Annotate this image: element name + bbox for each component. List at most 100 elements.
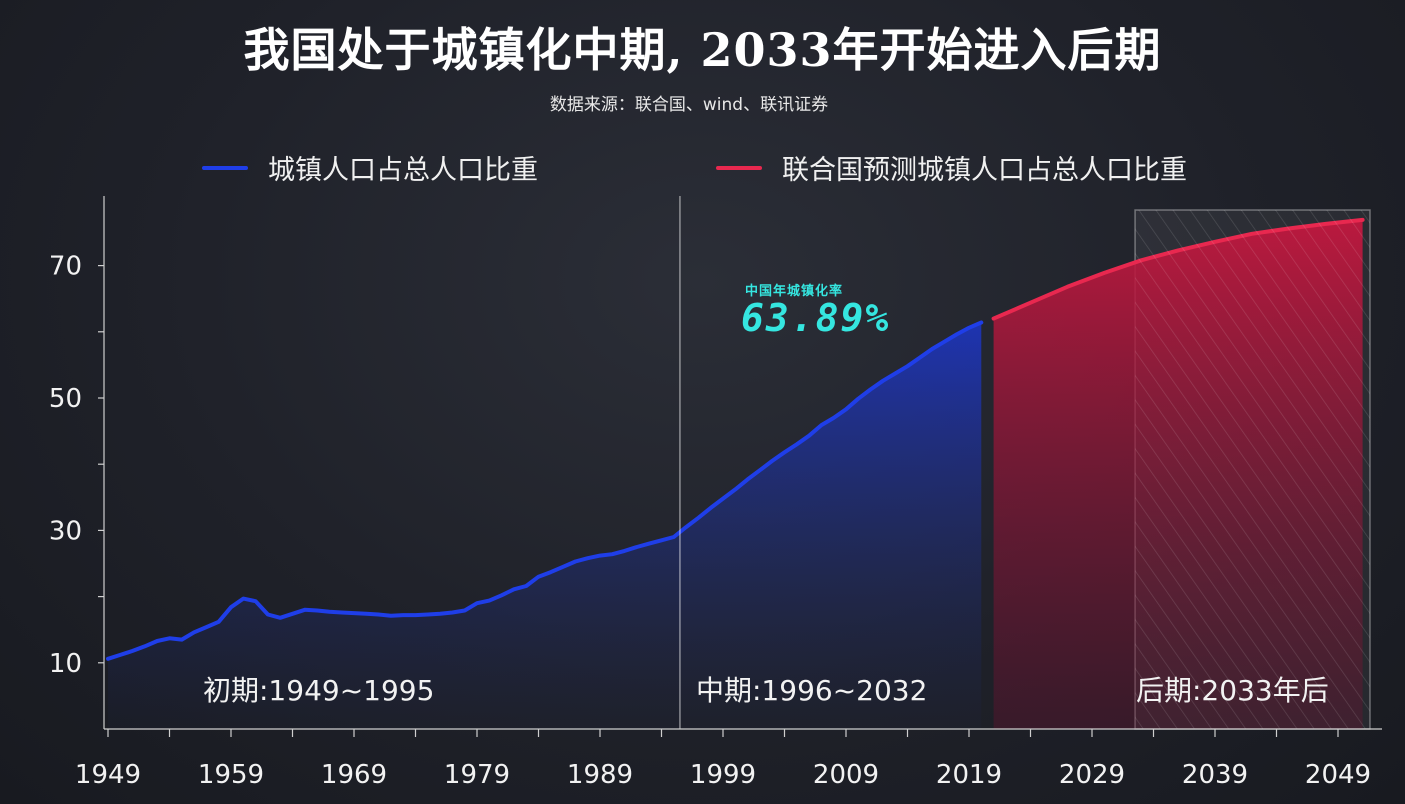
point-actual-1989 bbox=[598, 553, 602, 558]
point-actual-1985 bbox=[549, 570, 553, 574]
line-actual bbox=[106, 320, 984, 661]
point-actual-1981 bbox=[500, 593, 504, 597]
x-tick-label-1949: 1949 bbox=[75, 760, 141, 790]
point-actual-2008 bbox=[832, 416, 836, 420]
point-actual-1996 bbox=[684, 525, 688, 529]
point-actual-1968 bbox=[340, 610, 344, 615]
point-actual-2019 bbox=[967, 326, 971, 330]
point-forecast-2030 bbox=[1102, 271, 1106, 275]
x-tick-label-1979: 1979 bbox=[444, 760, 510, 790]
point-actual-1980 bbox=[487, 598, 491, 603]
point-forecast-2027 bbox=[1065, 285, 1069, 289]
point-actual-2010 bbox=[856, 397, 860, 401]
point-actual-1971 bbox=[377, 612, 381, 617]
point-actual-1974 bbox=[413, 613, 418, 617]
point-actual-1963 bbox=[278, 616, 282, 620]
point-actual-2016 bbox=[930, 347, 934, 351]
x-tick-label-2049: 2049 bbox=[1305, 760, 1371, 790]
legend-swatch-forecast bbox=[716, 165, 762, 170]
point-actual-2003 bbox=[770, 459, 774, 463]
point-actual-1982 bbox=[512, 587, 516, 591]
point-actual-1949 bbox=[106, 657, 110, 661]
legend-item-actual: 城镇人口占总人口比重 bbox=[202, 148, 538, 187]
point-actual-1973 bbox=[401, 613, 405, 617]
legend-label-forecast: 联合国预测城镇人口占总人口比重 bbox=[782, 155, 1187, 186]
point-actual-2015 bbox=[918, 356, 922, 360]
y-tick-label-30: 30 bbox=[49, 516, 82, 546]
point-actual-1976 bbox=[438, 612, 442, 616]
late-phase-hatch bbox=[1135, 210, 1370, 729]
point-actual-1957 bbox=[204, 625, 208, 629]
x-tick-label-1999: 1999 bbox=[690, 760, 756, 790]
point-actual-1952 bbox=[143, 644, 147, 648]
point-actual-1953 bbox=[155, 639, 159, 643]
legend-swatch-actual bbox=[202, 165, 248, 170]
point-actual-1978 bbox=[463, 608, 467, 613]
point-actual-2012 bbox=[881, 379, 885, 383]
point-actual-2006 bbox=[807, 434, 811, 438]
x-tick-label-2039: 2039 bbox=[1182, 760, 1248, 790]
point-actual-1997 bbox=[696, 516, 701, 520]
point-actual-1970 bbox=[364, 612, 368, 616]
point-actual-1994 bbox=[659, 538, 664, 542]
point-actual-1999 bbox=[721, 497, 725, 501]
point-actual-1955 bbox=[180, 638, 184, 642]
point-actual-1950 bbox=[118, 653, 122, 657]
page-title: 我国处于城镇化中期, 2033年开始进入后期 bbox=[243, 23, 1162, 77]
point-actual-1964 bbox=[290, 612, 295, 616]
point-actual-2013 bbox=[893, 371, 897, 376]
point-actual-1998 bbox=[709, 506, 713, 510]
x-tick-label-1969: 1969 bbox=[321, 760, 387, 790]
point-actual-1967 bbox=[327, 610, 331, 614]
phase-label-2: 中期:1996~2032 bbox=[696, 674, 927, 707]
point-actual-1959 bbox=[229, 605, 233, 609]
point-actual-1987 bbox=[573, 559, 578, 564]
point-actual-1969 bbox=[352, 611, 356, 615]
phase-label-3: 后期:2033年后 bbox=[1136, 674, 1329, 707]
point-actual-1954 bbox=[167, 636, 172, 640]
point-actual-2004 bbox=[782, 450, 787, 454]
point-actual-1951 bbox=[131, 649, 135, 653]
point-actual-1979 bbox=[475, 601, 479, 605]
point-actual-1984 bbox=[536, 575, 541, 579]
point-actual-2014 bbox=[905, 364, 910, 368]
point-actual-1995 bbox=[672, 535, 676, 539]
point-actual-1958 bbox=[217, 620, 221, 624]
point-actual-1991 bbox=[623, 549, 627, 553]
point-forecast-2021 bbox=[992, 316, 996, 321]
point-actual-2000 bbox=[733, 487, 737, 491]
point-actual-2018 bbox=[955, 332, 959, 337]
point-actual-1956 bbox=[192, 630, 196, 634]
point-actual-2020 bbox=[979, 320, 983, 325]
y-tick-label-70: 70 bbox=[49, 252, 82, 282]
point-actual-1993 bbox=[647, 542, 651, 546]
point-actual-2017 bbox=[942, 340, 947, 344]
point-actual-1966 bbox=[315, 608, 319, 613]
point-actual-1972 bbox=[389, 614, 393, 618]
point-actual-1965 bbox=[303, 608, 307, 612]
point-actual-1986 bbox=[561, 565, 565, 569]
x-tick-label-1989: 1989 bbox=[567, 760, 633, 790]
point-actual-2009 bbox=[844, 407, 848, 411]
point-actual-2007 bbox=[819, 423, 824, 427]
x-tick-label-2009: 2009 bbox=[813, 760, 879, 790]
area-actual bbox=[108, 322, 982, 729]
point-actual-2005 bbox=[795, 442, 799, 446]
point-actual-2002 bbox=[758, 468, 762, 472]
y-tick-label-50: 50 bbox=[49, 384, 82, 414]
point-actual-1960 bbox=[241, 596, 245, 601]
legend-item-forecast: 联合国预测城镇人口占总人口比重 bbox=[716, 148, 1187, 187]
point-actual-1962 bbox=[266, 612, 270, 617]
point-actual-2011 bbox=[869, 387, 873, 391]
point-forecast-2024 bbox=[1028, 301, 1033, 305]
point-actual-1961 bbox=[254, 599, 258, 603]
data-source-note: 数据来源：联合国、wind、联讯证券 bbox=[549, 95, 829, 115]
x-tick-label-1959: 1959 bbox=[198, 760, 264, 790]
x-tick-label-2019: 2019 bbox=[936, 760, 1002, 790]
point-actual-1990 bbox=[610, 552, 614, 556]
legend-label-actual: 城镇人口占总人口比重 bbox=[268, 155, 538, 186]
point-actual-1992 bbox=[635, 545, 639, 549]
point-actual-1977 bbox=[450, 610, 454, 615]
point-actual-1988 bbox=[586, 556, 590, 560]
